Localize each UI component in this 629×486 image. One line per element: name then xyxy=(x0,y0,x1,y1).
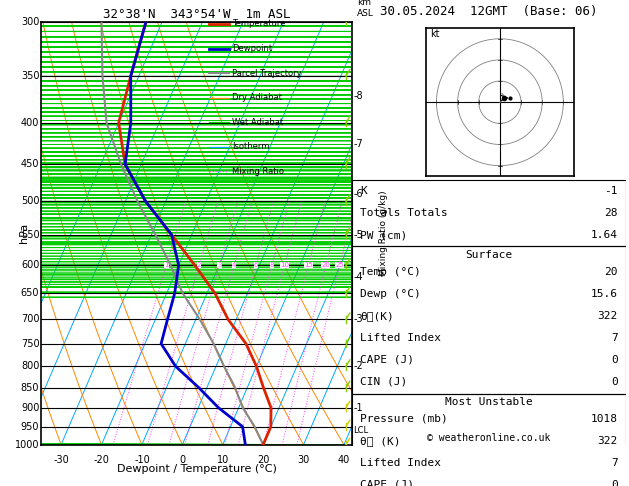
Text: 0: 0 xyxy=(179,455,186,465)
Text: Pressure (mb): Pressure (mb) xyxy=(360,414,448,424)
Text: Most Unstable: Most Unstable xyxy=(445,398,533,407)
Text: -6: -6 xyxy=(353,189,363,199)
Text: Totals Totals: Totals Totals xyxy=(360,208,448,218)
Text: 7: 7 xyxy=(611,332,618,343)
Text: 30.05.2024  12GMT  (Base: 06): 30.05.2024 12GMT (Base: 06) xyxy=(380,5,598,17)
Bar xyxy=(352,180,626,246)
Text: K: K xyxy=(360,187,367,196)
Text: 750: 750 xyxy=(21,339,40,348)
Text: 10: 10 xyxy=(280,262,289,268)
Text: Lifted Index: Lifted Index xyxy=(360,458,442,468)
Text: 600: 600 xyxy=(21,260,40,270)
Text: 0: 0 xyxy=(611,480,618,486)
Text: -20: -20 xyxy=(94,455,109,465)
Text: Mixing Ratio (g/kg): Mixing Ratio (g/kg) xyxy=(379,191,387,276)
Text: 3: 3 xyxy=(217,262,221,268)
Text: 650: 650 xyxy=(21,288,40,298)
Text: -1: -1 xyxy=(604,187,618,196)
Text: CIN (J): CIN (J) xyxy=(360,377,408,386)
Text: -8: -8 xyxy=(353,90,363,101)
Text: CAPE (J): CAPE (J) xyxy=(360,480,415,486)
Text: 20: 20 xyxy=(604,267,618,277)
Text: 40: 40 xyxy=(338,455,350,465)
Text: 500: 500 xyxy=(21,196,40,206)
Text: Dry Adiabat: Dry Adiabat xyxy=(232,93,282,102)
Text: 15.6: 15.6 xyxy=(591,289,618,299)
Text: km
ASL: km ASL xyxy=(357,0,374,17)
Text: θᴇ(K): θᴇ(K) xyxy=(360,311,394,321)
Text: Dewpoint: Dewpoint xyxy=(232,44,272,53)
Text: 450: 450 xyxy=(21,159,40,169)
Text: Lifted Index: Lifted Index xyxy=(360,332,442,343)
Text: Isotherm: Isotherm xyxy=(232,142,270,151)
Text: hPa: hPa xyxy=(19,223,29,243)
Text: 10: 10 xyxy=(216,455,229,465)
Text: θᴇ (K): θᴇ (K) xyxy=(360,436,401,446)
Text: 850: 850 xyxy=(21,382,40,393)
Text: 1000: 1000 xyxy=(15,440,40,450)
Text: -2: -2 xyxy=(353,361,364,371)
Text: PW (cm): PW (cm) xyxy=(360,230,408,241)
Bar xyxy=(352,246,626,394)
Text: 800: 800 xyxy=(21,361,40,371)
Text: -4: -4 xyxy=(353,272,363,282)
Text: 28: 28 xyxy=(604,208,618,218)
Text: 1: 1 xyxy=(164,262,169,268)
Text: CAPE (J): CAPE (J) xyxy=(360,355,415,364)
Text: 0: 0 xyxy=(611,355,618,364)
Text: 2: 2 xyxy=(197,262,201,268)
Text: 15: 15 xyxy=(304,262,313,268)
Text: -30: -30 xyxy=(53,455,69,465)
Text: © weatheronline.co.uk: © weatheronline.co.uk xyxy=(427,433,550,443)
Text: 700: 700 xyxy=(21,314,40,325)
Text: 7: 7 xyxy=(611,458,618,468)
X-axis label: Dewpoint / Temperature (°C): Dewpoint / Temperature (°C) xyxy=(116,464,276,474)
Text: 20: 20 xyxy=(321,262,330,268)
Text: 322: 322 xyxy=(598,436,618,446)
Text: -7: -7 xyxy=(353,139,364,149)
Text: 25: 25 xyxy=(335,262,344,268)
Text: -5: -5 xyxy=(353,230,364,240)
Text: 4: 4 xyxy=(232,262,237,268)
Text: -1: -1 xyxy=(353,403,363,413)
Text: Temp (°C): Temp (°C) xyxy=(360,267,421,277)
Text: Parcel Trajectory: Parcel Trajectory xyxy=(232,69,302,78)
Text: 30: 30 xyxy=(298,455,309,465)
Text: Temperature: Temperature xyxy=(232,19,286,29)
Text: LCL: LCL xyxy=(353,426,369,435)
Text: Wet Adiabat: Wet Adiabat xyxy=(232,118,284,126)
Text: -10: -10 xyxy=(134,455,150,465)
Text: 0: 0 xyxy=(611,377,618,386)
Text: 322: 322 xyxy=(598,311,618,321)
Text: 6: 6 xyxy=(253,262,258,268)
Text: Surface: Surface xyxy=(465,250,513,260)
Text: 400: 400 xyxy=(21,118,40,128)
Text: 1.64: 1.64 xyxy=(591,230,618,241)
Text: 900: 900 xyxy=(21,403,40,413)
Text: 550: 550 xyxy=(21,230,40,240)
Text: 350: 350 xyxy=(21,71,40,81)
Text: Dewp (°C): Dewp (°C) xyxy=(360,289,421,299)
Text: 950: 950 xyxy=(21,422,40,432)
Text: 8: 8 xyxy=(270,262,274,268)
Title: 32°38'N  343°54'W  1m ASL: 32°38'N 343°54'W 1m ASL xyxy=(103,8,290,21)
Text: Mixing Ratio: Mixing Ratio xyxy=(232,167,284,175)
Text: 300: 300 xyxy=(21,17,40,27)
Text: -3: -3 xyxy=(353,314,363,325)
Text: 1018: 1018 xyxy=(591,414,618,424)
Text: 20: 20 xyxy=(257,455,269,465)
Bar xyxy=(352,394,626,486)
